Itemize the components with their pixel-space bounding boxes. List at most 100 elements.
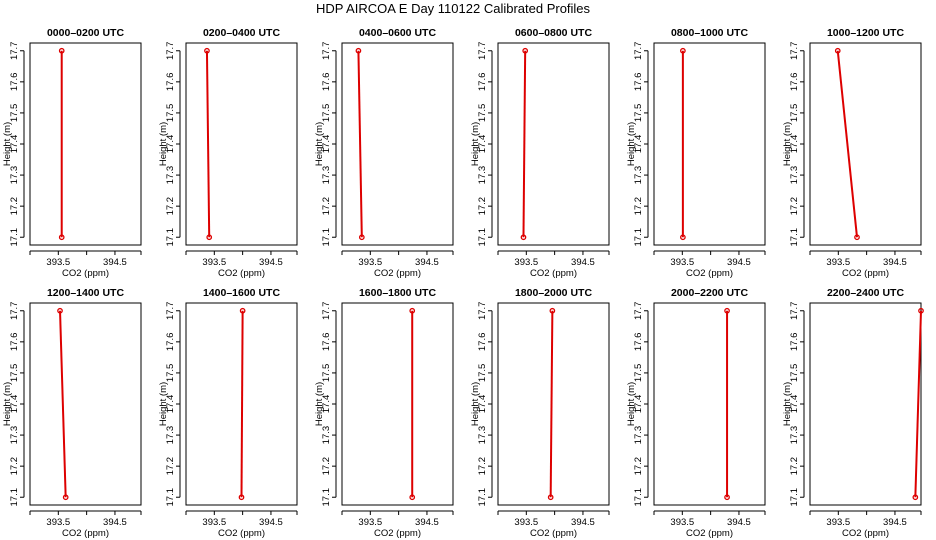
x-tick-label: 394.5 bbox=[415, 257, 439, 268]
y-tick-label: 17.6 bbox=[9, 333, 20, 352]
y-tick-label: 17.3 bbox=[9, 166, 20, 185]
y-tick-label: 17.7 bbox=[633, 302, 644, 321]
y-tick-label: 17.1 bbox=[165, 228, 176, 247]
y-tick-label: 17.1 bbox=[633, 488, 644, 507]
y-tick-label: 17.6 bbox=[477, 73, 488, 92]
y-tick-label: 17.2 bbox=[477, 197, 488, 216]
panel-title: 2000–2200 UTC bbox=[671, 287, 748, 299]
data-point bbox=[680, 47, 686, 54]
data-point bbox=[239, 307, 246, 314]
y-tick-label: 17.4 bbox=[9, 135, 20, 154]
y-tick-label: 17.6 bbox=[165, 333, 176, 352]
plot-frame bbox=[185, 42, 298, 246]
panel-title: 1800–2000 UTC bbox=[515, 287, 592, 299]
y-tick-label: 17.6 bbox=[9, 73, 20, 92]
y-axis-label: Height (m) bbox=[158, 382, 169, 426]
x-tick-label: 394.5 bbox=[103, 257, 127, 268]
x-tick-label: 393.5 bbox=[46, 257, 70, 268]
y-tick-label: 17.4 bbox=[321, 135, 332, 154]
data-point bbox=[912, 494, 919, 501]
y-axis-label: Height (m) bbox=[470, 382, 481, 426]
y-tick-label: 17.2 bbox=[633, 457, 644, 476]
data-point bbox=[409, 494, 416, 501]
x-tick-label: 393.5 bbox=[46, 517, 70, 528]
x-axis-label: CO2 (ppm) bbox=[842, 268, 889, 279]
data-point bbox=[918, 307, 924, 314]
y-tick-label: 17.5 bbox=[321, 104, 332, 123]
y-tick-label: 17.7 bbox=[9, 42, 20, 61]
y-axis-label: Height (m) bbox=[2, 122, 13, 166]
y-tick-label: 17.2 bbox=[9, 457, 20, 476]
panel-title: 0200–0400 UTC bbox=[203, 27, 280, 39]
data-point bbox=[238, 494, 245, 501]
y-tick-label: 17.2 bbox=[9, 197, 20, 216]
x-tick-label: 393.5 bbox=[358, 517, 382, 528]
y-tick-label: 17.5 bbox=[477, 104, 488, 123]
y-tick-label: 17.7 bbox=[321, 42, 332, 61]
x-tick-label: 394.5 bbox=[259, 517, 283, 528]
data-point bbox=[520, 234, 527, 241]
y-tick-label: 17.3 bbox=[321, 426, 332, 445]
y-tick-label: 17.5 bbox=[633, 364, 644, 383]
y-tick-label: 17.4 bbox=[633, 395, 644, 414]
x-axis-label: CO2 (ppm) bbox=[686, 528, 733, 539]
y-tick-label: 17.1 bbox=[477, 228, 488, 247]
y-tick-label: 17.4 bbox=[321, 395, 332, 414]
data-point bbox=[355, 47, 362, 54]
data-point bbox=[57, 307, 63, 314]
y-tick-label: 17.1 bbox=[321, 488, 332, 507]
plot-frame bbox=[185, 302, 298, 506]
x-axis-label: CO2 (ppm) bbox=[530, 268, 577, 279]
data-point bbox=[206, 234, 213, 241]
y-tick-label: 17.7 bbox=[789, 42, 800, 61]
x-tick-label: 393.5 bbox=[826, 517, 850, 528]
x-tick-label: 393.5 bbox=[670, 517, 694, 528]
plot-frame bbox=[29, 42, 142, 246]
data-point bbox=[204, 47, 210, 54]
y-tick-label: 17.6 bbox=[789, 333, 800, 352]
x-axis-label: CO2 (ppm) bbox=[530, 528, 577, 539]
y-tick-label: 17.5 bbox=[789, 364, 800, 383]
y-tick-label: 17.7 bbox=[9, 302, 20, 321]
y-tick-label: 17.6 bbox=[633, 73, 644, 92]
panel-title: 0400–0600 UTC bbox=[359, 27, 436, 39]
y-tick-label: 17.4 bbox=[9, 395, 20, 414]
y-tick-label: 17.4 bbox=[165, 395, 176, 414]
plot-frame bbox=[653, 302, 766, 506]
x-tick-label: 394.5 bbox=[103, 517, 127, 528]
y-tick-label: 17.5 bbox=[789, 104, 800, 123]
y-tick-label: 17.1 bbox=[9, 228, 20, 247]
panel-title: 1600–1800 UTC bbox=[359, 287, 436, 299]
y-tick-label: 17.6 bbox=[789, 73, 800, 92]
y-tick-label: 17.5 bbox=[165, 104, 176, 123]
profile-line bbox=[549, 310, 554, 498]
panel-title: 2200–2400 UTC bbox=[827, 287, 904, 299]
y-axis-label: Height (m) bbox=[314, 122, 325, 166]
y-axis-label: Height (m) bbox=[626, 382, 637, 426]
panel-title: 0800–1000 UTC bbox=[671, 27, 748, 39]
data-point bbox=[522, 47, 529, 54]
x-axis-label: CO2 (ppm) bbox=[62, 268, 109, 279]
y-tick-label: 17.7 bbox=[477, 302, 488, 321]
profile-line bbox=[240, 310, 244, 498]
x-tick-label: 393.5 bbox=[826, 257, 850, 268]
y-tick-label: 17.3 bbox=[789, 166, 800, 185]
plot-frame bbox=[341, 42, 454, 246]
y-tick-label: 17.3 bbox=[789, 426, 800, 445]
y-tick-label: 17.2 bbox=[789, 457, 800, 476]
y-tick-label: 17.2 bbox=[321, 197, 332, 216]
y-axis-label: Height (m) bbox=[314, 382, 325, 426]
x-axis-label: CO2 (ppm) bbox=[62, 528, 109, 539]
y-tick-label: 17.7 bbox=[477, 42, 488, 61]
x-tick-label: 393.5 bbox=[514, 517, 538, 528]
y-axis-label: Height (m) bbox=[782, 122, 793, 166]
x-axis-label: CO2 (ppm) bbox=[374, 268, 421, 279]
y-tick-label: 17.6 bbox=[633, 333, 644, 352]
